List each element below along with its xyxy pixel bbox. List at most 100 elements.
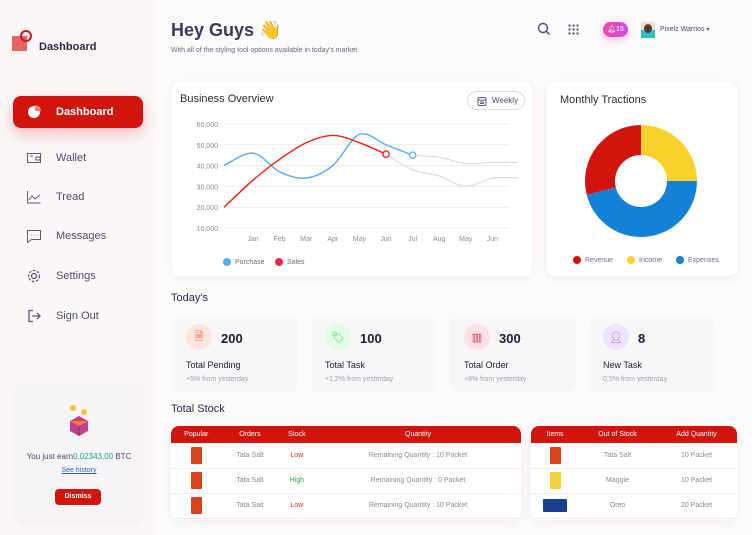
table-row: Tata Salt High Remaining Quantity : 0 Pack…	[171, 468, 521, 494]
x-tick-label: Apr	[327, 236, 339, 243]
dismiss-button[interactable]: Dismiss	[55, 489, 101, 505]
sidebar-item-sign-out[interactable]: Sign Out	[13, 300, 143, 332]
legend-swatch	[573, 256, 581, 264]
stat-icon: ▥	[464, 324, 490, 350]
table-row: Maggie 10 Packet	[531, 468, 737, 494]
stat-change: 0,5% from yesterday	[603, 376, 668, 383]
brand-name: Dashboard	[39, 41, 97, 53]
notification-badge[interactable]: 🔔︎15	[603, 22, 628, 37]
stat-label: New Task	[603, 360, 642, 370]
item-cell: Oreo	[579, 493, 657, 519]
sign-out-icon	[28, 309, 41, 323]
todays-heading: Today's	[171, 292, 208, 304]
order-cell: Tata Salt	[221, 468, 279, 494]
card-title: Monthly Tractions	[560, 94, 647, 106]
wallet-icon	[27, 153, 41, 163]
x-tick-label: Jun	[380, 236, 391, 243]
stat-card: 🏷︎ 100 Total Task +1,2% from yesterday	[311, 316, 437, 392]
series-line	[385, 153, 519, 187]
notification-count: 15	[616, 26, 624, 33]
column-header: Items	[531, 426, 579, 443]
calendar-icon	[477, 96, 487, 106]
stat-change: +1,2% from yesterday	[325, 376, 394, 383]
chevron-down-icon: ▾	[706, 27, 710, 33]
x-tick-label: Jun	[487, 236, 498, 243]
legend-purchase: Purchase	[223, 258, 265, 266]
legend-item: Income	[627, 256, 662, 264]
stat-label: Total Pending	[186, 360, 241, 370]
stat-icon: 👤︎	[603, 324, 629, 350]
sidebar-item-dashboard[interactable]: Dashboard	[13, 96, 143, 128]
stock-cell: Low	[278, 443, 316, 469]
product-image	[549, 446, 561, 464]
product-image	[543, 499, 567, 512]
label: Settings	[56, 270, 96, 282]
legend-item: Expenses	[676, 256, 719, 264]
stat-change: +5% from yesterday	[186, 376, 249, 383]
add-quantity-cell: 20 Packet	[656, 493, 737, 519]
series-line	[223, 133, 413, 179]
stat-change: +8% from yesterday	[464, 376, 527, 383]
see-history-link[interactable]: See history	[61, 467, 97, 474]
crypto-box-icon	[70, 405, 88, 436]
stat-value: 300	[499, 331, 521, 346]
add-quantity-cell: 10 Packet	[656, 468, 737, 494]
total-stock-heading: Total Stock	[171, 403, 225, 415]
column-header: Orders	[221, 426, 279, 443]
legend-swatch	[627, 256, 636, 264]
period-select[interactable]: Weekly	[467, 91, 525, 110]
data-point-marker[interactable]	[408, 151, 417, 160]
stat-label: Total Order	[464, 360, 509, 370]
apps-grid-icon[interactable]	[568, 24, 579, 35]
x-tick-label: Feb	[274, 236, 286, 243]
pie-chart-icon	[28, 105, 41, 118]
sidebar-item-wallet[interactable]: Wallet	[13, 142, 143, 174]
table-row: Tata Salt 10 Packet	[531, 443, 737, 469]
y-tick-label: 20,000	[197, 205, 219, 212]
series-line	[412, 154, 519, 165]
item-cell: Maggie	[579, 468, 657, 494]
legend-swatch	[223, 258, 231, 266]
stock-cell: High	[278, 468, 316, 494]
item-cell: Tata Salt	[579, 443, 657, 469]
label: Dashboard	[56, 106, 114, 118]
search-icon[interactable]	[537, 22, 551, 36]
donut-slice-income	[641, 125, 697, 181]
y-tick-label: 50,000	[197, 143, 219, 150]
stat-card: 👤︎ 8 New Task 0,5% from yesterday	[589, 316, 715, 392]
order-cell: Tata Salt	[221, 493, 279, 519]
page-subtitle: With all of the styling tool options ava…	[171, 47, 358, 54]
sidebar-item-messages[interactable]: Messages	[13, 220, 143, 252]
sidebar-item-tread[interactable]: Tread	[13, 181, 143, 213]
earn-text: You just earn0.02343,00 BTC	[26, 452, 132, 461]
stat-value: 8	[638, 331, 646, 346]
earnings-card: You just earn0.02343,00 BTC See history …	[17, 385, 141, 520]
page-title: Hey Guys 👋	[171, 20, 282, 40]
donut-legend: Revenue Income Expenses	[573, 256, 719, 264]
monthly-tractions-card: Monthly Tractions Revenue Income Expenses	[547, 82, 737, 276]
user-name: Pixelz Warrios	[660, 26, 705, 33]
stock-cell: Low	[278, 493, 316, 519]
label: Wallet	[56, 152, 87, 164]
y-tick-label: 60,000	[197, 122, 219, 129]
x-tick-label: May	[353, 236, 367, 243]
column-header: Quantity	[315, 426, 521, 443]
column-header: Popular	[171, 426, 222, 443]
stat-card: ▥ 300 Total Order +8% from yesterday	[450, 316, 576, 392]
trend-icon	[27, 191, 41, 204]
line-chart: 60,000 50,000 40,000 30,000 20,000 10,000 Jan F…	[197, 122, 519, 243]
avatar[interactable]	[641, 22, 655, 38]
donut-slice-revenue	[585, 125, 641, 195]
data-point-marker[interactable]	[382, 150, 390, 159]
y-tick-label: 30,000	[197, 184, 219, 191]
stat-icon: 🏷︎	[325, 324, 351, 350]
sidebar-item-settings[interactable]: Settings	[13, 260, 143, 292]
label: Sign Out	[56, 310, 99, 322]
stat-label: Total Task	[325, 360, 365, 370]
quantity-cell: Remaining Quantity : 10 Packet	[315, 443, 521, 469]
product-image	[190, 446, 202, 464]
user-menu[interactable]: Pixelz Warrios ▾	[660, 26, 709, 33]
product-image	[549, 472, 561, 489]
legend-swatch	[275, 258, 283, 266]
bell-icon: 🔔︎	[607, 26, 617, 33]
